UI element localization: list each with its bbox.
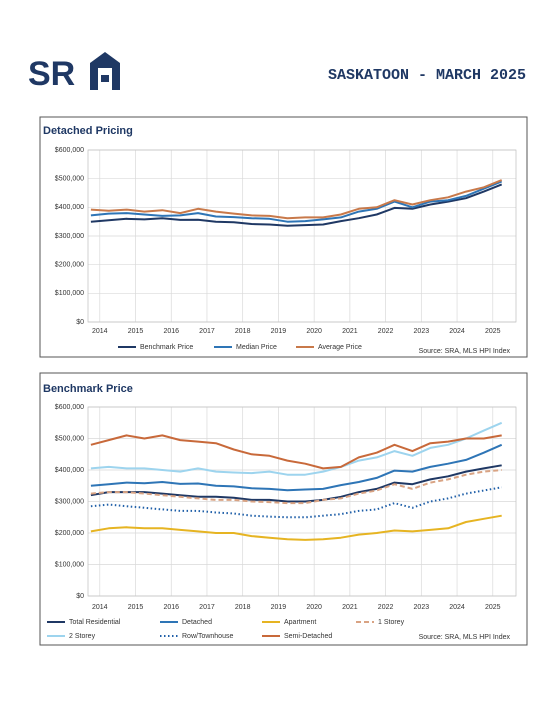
- y-tick-label: $200,000: [55, 262, 84, 269]
- series-line: [90, 421, 503, 476]
- series-line: [90, 179, 503, 220]
- y-tick-label: $500,000: [55, 176, 84, 183]
- y-tick-label: $100,000: [55, 561, 84, 568]
- x-tick-label: 2024: [449, 328, 465, 335]
- x-tick-label: 2024: [449, 604, 465, 611]
- x-tick-label: 2020: [306, 604, 322, 611]
- logo: SR: [28, 55, 75, 93]
- y-tick-label: $300,000: [55, 498, 84, 505]
- legend-label: Total Residential: [69, 619, 121, 626]
- series-line: [90, 469, 502, 505]
- series-line: [90, 464, 502, 503]
- source-note: Source: SRA, MLS HPI Index: [419, 634, 511, 641]
- x-tick-label: 2025: [485, 604, 501, 611]
- plot-frame: [87, 149, 517, 323]
- legend-label: Average Price: [318, 344, 362, 351]
- y-tick-label: $400,000: [55, 467, 84, 474]
- page-title: SASKATOON - MARCH 2025: [328, 67, 526, 84]
- legend-label: Apartment: [284, 619, 316, 626]
- chart-title: Detached Pricing: [43, 125, 133, 137]
- x-tick-label: 2023: [414, 328, 430, 335]
- x-tick-label: 2016: [163, 604, 179, 611]
- legend-label: Median Price: [236, 344, 277, 351]
- chart-frame: [39, 116, 528, 358]
- x-tick-label: 2014: [92, 604, 108, 611]
- series-line: [90, 180, 503, 223]
- x-tick-label: 2021: [342, 604, 358, 611]
- plot-frame: [87, 406, 517, 597]
- y-tick-label: $400,000: [55, 204, 84, 211]
- y-tick-label: $600,000: [55, 147, 84, 154]
- x-tick-label: 2023: [414, 604, 430, 611]
- series-line: [90, 514, 502, 541]
- legend-label: 1 Storey: [378, 619, 405, 626]
- x-tick-label: 2019: [271, 604, 287, 611]
- logo-house: [90, 52, 120, 90]
- series-line: [90, 434, 502, 470]
- legend-label: Row/Townhouse: [182, 633, 233, 640]
- chart-title: Benchmark Price: [43, 383, 133, 395]
- legend-label: Semi-Detached: [284, 633, 332, 640]
- series-line: [90, 486, 502, 519]
- legend-label: 2 Storey: [69, 633, 96, 640]
- x-tick-label: 2018: [235, 604, 251, 611]
- chart-frame: [39, 372, 528, 646]
- y-tick-label: $100,000: [55, 290, 84, 297]
- x-tick-label: 2017: [199, 604, 215, 611]
- y-tick-label: $200,000: [55, 530, 84, 537]
- x-tick-label: 2014: [92, 328, 108, 335]
- y-tick-label: $0: [76, 319, 84, 326]
- x-tick-label: 2020: [306, 328, 322, 335]
- x-tick-label: 2016: [163, 328, 179, 335]
- x-tick-label: 2025: [485, 328, 501, 335]
- x-tick-label: 2015: [128, 328, 144, 335]
- x-tick-label: 2022: [378, 328, 394, 335]
- x-tick-label: 2022: [378, 604, 394, 611]
- x-tick-label: 2021: [342, 328, 358, 335]
- x-tick-label: 2015: [128, 604, 144, 611]
- series-line: [90, 183, 503, 227]
- series-line: [90, 443, 503, 492]
- x-tick-label: 2019: [271, 328, 287, 335]
- y-tick-label: $300,000: [55, 233, 84, 240]
- y-tick-label: $500,000: [55, 435, 84, 442]
- legend-label: Detached: [182, 619, 212, 626]
- x-tick-label: 2017: [199, 328, 215, 335]
- legend-label: Benchmark Price: [140, 344, 193, 351]
- x-tick-label: 2018: [235, 328, 251, 335]
- y-tick-label: $600,000: [55, 404, 84, 411]
- source-note: Source: SRA, MLS HPI Index: [419, 348, 511, 355]
- y-tick-label: $0: [76, 593, 84, 600]
